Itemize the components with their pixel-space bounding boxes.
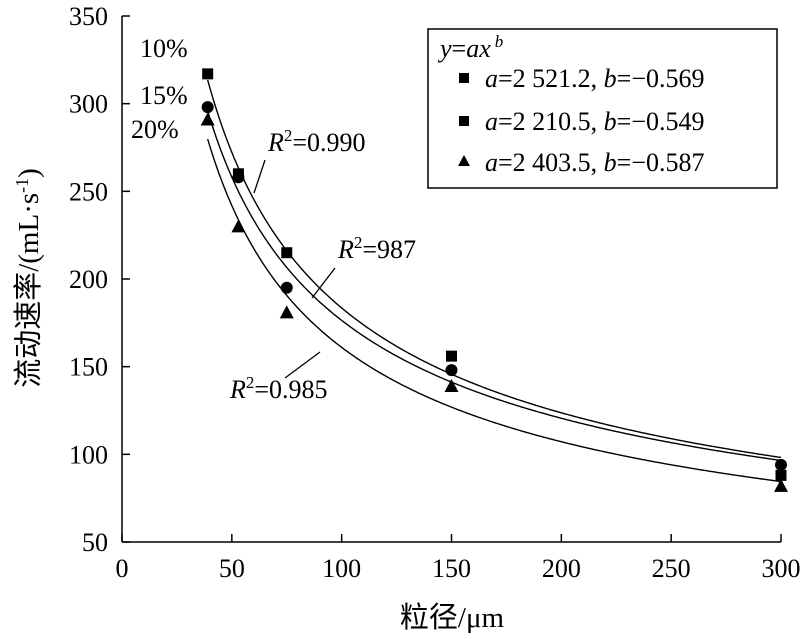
x-tick-label: 100: [322, 554, 361, 583]
data-point-square: [446, 350, 457, 362]
data-markers: [200, 68, 788, 492]
r2-2-r: R: [337, 235, 354, 264]
data-point-square: [775, 469, 787, 481]
y-tick-label: 300: [69, 90, 108, 119]
fit-curve-20pct: [207, 138, 782, 483]
y-tick-label: 50: [82, 528, 108, 557]
r2-1-r: R: [267, 128, 284, 157]
legend-2-a: a: [485, 107, 498, 136]
r2-2-value: =987: [362, 235, 416, 264]
y-tick-label: 100: [69, 440, 108, 469]
r2-annotation-2: R2=987: [337, 233, 416, 264]
r2-2-sup: 2: [354, 233, 363, 252]
legend-title-eq: =: [452, 34, 467, 63]
legend-title-y: y: [437, 34, 452, 63]
r2-annotation-1: R2=0.990: [267, 126, 366, 157]
legend: y=ax b a=2 521.2, b=−0.569 a=2 210.5, b=−…: [427, 28, 778, 189]
data-point-triangle: [444, 378, 459, 392]
data-point-circle: [201, 101, 214, 114]
y-tick-label: 200: [69, 265, 108, 294]
legend-1-a-val: =2 521.2,: [498, 64, 604, 93]
x-tick-label: 0: [116, 554, 129, 583]
x-tick-label: 150: [432, 554, 471, 583]
y-axis-title-sup: -1: [12, 178, 32, 193]
legend-entry-1: a=2 521.2, b=−0.569: [485, 64, 705, 93]
legend-1-a: a: [485, 64, 498, 93]
r2-3-r: R: [229, 375, 246, 404]
x-ticks: 0 50 100 150 200 250 300: [116, 534, 801, 583]
data-point-square: [281, 247, 293, 259]
y-tick-label: 350: [69, 2, 108, 31]
legend-1-b-val: =−0.569: [617, 64, 705, 93]
legend-entry-2: a=2 210.5, b=−0.549: [485, 107, 705, 136]
data-point-triangle: [279, 305, 294, 319]
data-point-circle: [232, 171, 245, 184]
legend-3-b-val: =−0.587: [617, 148, 705, 177]
legend-3-a-val: =2 403.5,: [498, 148, 604, 177]
legend-3-b: b: [604, 148, 617, 177]
data-point-circle: [775, 458, 787, 471]
legend-2-a-val: =2 210.5,: [498, 107, 604, 136]
annotation-leaders: [253, 159, 336, 379]
r2-leader-2: [311, 267, 336, 299]
r2-3-sup: 2: [246, 373, 255, 392]
legend-title-b: b: [495, 32, 504, 51]
r2-leader-3: [284, 351, 321, 379]
data-point-circle: [445, 364, 458, 377]
data-point-square: [202, 68, 214, 80]
legend-3-a: a: [485, 148, 498, 177]
x-axis-title: 粒径/μm: [400, 601, 505, 634]
x-tick-label: 250: [652, 554, 691, 583]
legend-marker-triangle-3: [458, 155, 470, 166]
r2-1-value: =0.990: [292, 128, 365, 157]
legend-box: [427, 28, 778, 189]
legend-2-b: b: [604, 107, 617, 136]
y-tick-label: 250: [69, 177, 108, 206]
fit-curves: [206, 79, 782, 483]
legend-marker-square-1: [459, 73, 469, 83]
data-point-triangle: [231, 219, 246, 233]
r2-annotation-3: R2=0.985: [229, 373, 328, 404]
legend-2-b-val: =−0.549: [617, 107, 705, 136]
series-label-15pct: 15%: [140, 81, 188, 110]
r2-1-sup: 2: [284, 126, 293, 145]
y-axis-title-close: ): [13, 168, 45, 178]
series-label-20pct: 20%: [131, 115, 179, 144]
legend-marker-square-2: [459, 116, 469, 126]
x-tick-label: 200: [542, 554, 581, 583]
r2-3-value: =0.985: [254, 375, 327, 404]
series-label-10pct: 10%: [140, 34, 188, 63]
fit-curve-15pct: [207, 110, 782, 462]
x-tick-label: 50: [219, 554, 245, 583]
y-axis-title-main: 流动速率/(mL·s: [12, 193, 45, 388]
legend-title-ax: ax: [466, 34, 491, 63]
y-tick-label: 150: [69, 353, 108, 382]
data-point-triangle: [200, 112, 215, 126]
r2-leader-1: [253, 159, 266, 194]
x-tick-label: 300: [762, 554, 801, 583]
legend-title: y=ax b: [437, 32, 503, 63]
y-axis-title: 流动速率/(mL·s-1): [12, 168, 45, 388]
fit-curve-10pct: [206, 79, 782, 459]
data-point-circle: [280, 281, 293, 294]
y-ticks: 50 100 150 200 250 300 350: [69, 2, 130, 557]
legend-1-b: b: [604, 64, 617, 93]
legend-entry-3: a=2 403.5, b=−0.587: [485, 148, 705, 177]
data-point-triangle: [774, 478, 788, 492]
